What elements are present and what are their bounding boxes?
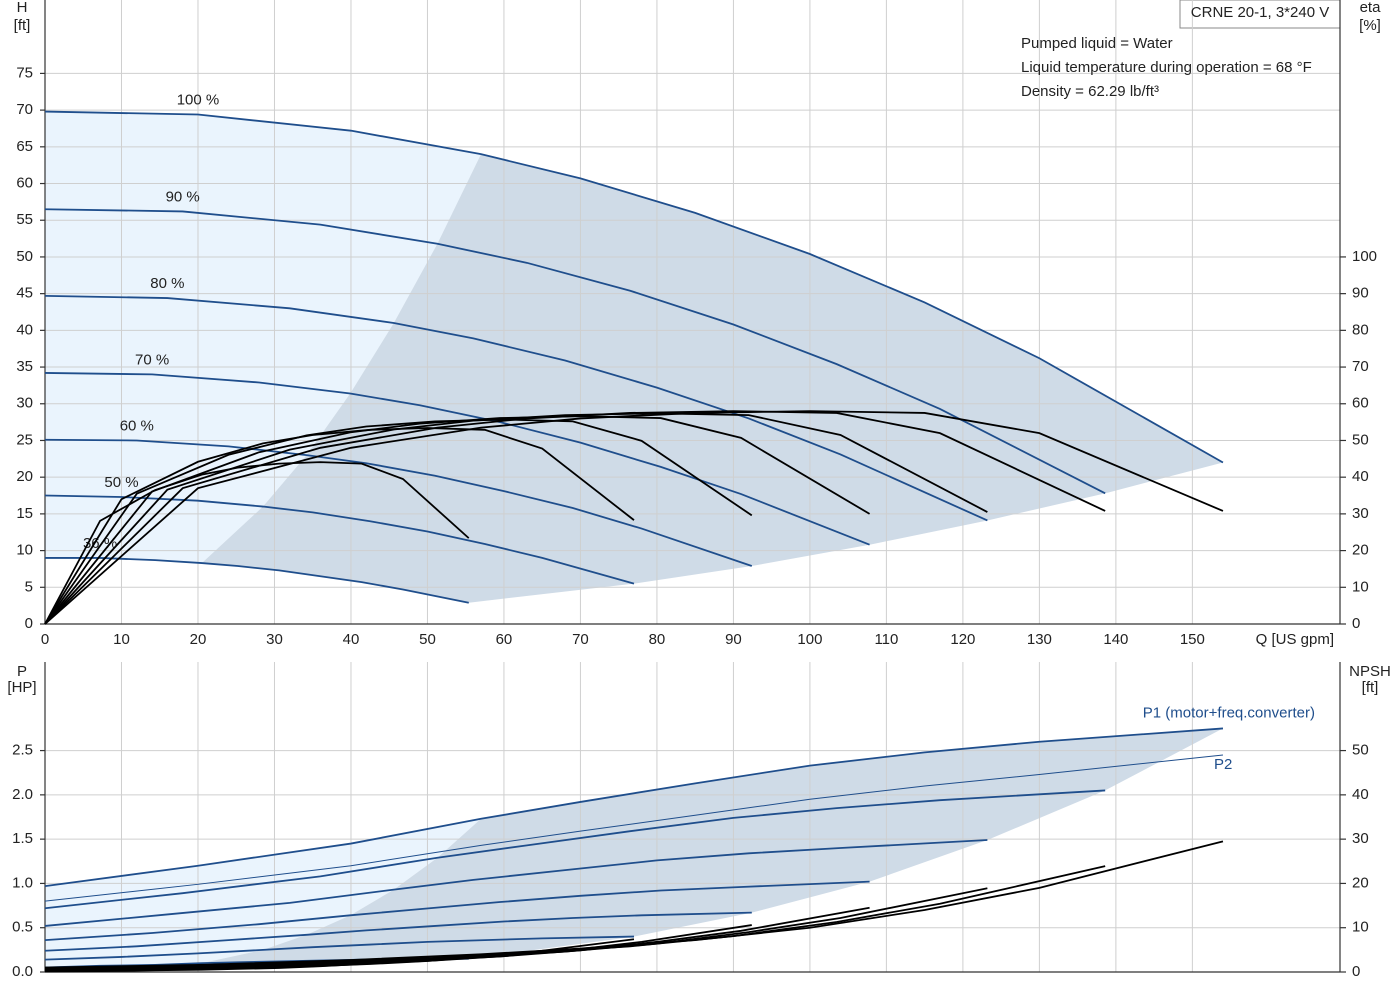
y2-tick-label: 10: [1352, 919, 1369, 936]
y-tick-label: 75: [16, 64, 33, 81]
y-tick-label: 2.0: [12, 786, 33, 803]
y2-tick-label: 40: [1352, 468, 1369, 485]
primary-curve: [44, 911, 752, 952]
curve-label: 70 %: [135, 351, 169, 368]
y-tick-label: 45: [16, 285, 33, 302]
secondary-curve: [44, 461, 470, 625]
y2-tick-label: 20: [1352, 542, 1369, 559]
primary-curve: [44, 880, 870, 942]
x-tick-label: 130: [1027, 631, 1052, 648]
y2-tick-label: 80: [1352, 321, 1369, 338]
x-tick-label: 140: [1103, 631, 1128, 648]
secondary-curve: [44, 427, 635, 625]
y-tick-label: 1.5: [12, 830, 33, 847]
operating-region: [201, 728, 1223, 964]
model-label: CRNE 20-1, 3*240 V: [1191, 4, 1329, 21]
primary-curve: [44, 110, 1224, 464]
primary-curve: [44, 208, 1106, 495]
x-tick-label: 20: [190, 631, 207, 648]
x-axis-label: Q [US gpm]: [1256, 631, 1334, 648]
x-tick-label: 60: [496, 631, 513, 648]
curve-label: P1 (motor+freq.converter): [1143, 704, 1315, 721]
primary-curve: [44, 839, 988, 927]
y2-tick-label: 50: [1352, 742, 1369, 759]
y2-axis-unit: [%]: [1359, 17, 1381, 34]
y2-tick-label: 60: [1352, 395, 1369, 412]
y2-tick-label: 100: [1352, 248, 1377, 265]
curve-label: 60 %: [120, 417, 154, 434]
x-tick-label: 90: [725, 631, 742, 648]
info-text: Density = 62.29 lb/ft³: [1021, 83, 1159, 100]
x-tick-label: 30: [266, 631, 283, 648]
primary-curve: [44, 727, 1224, 887]
y2-axis-label: NPSH: [1349, 663, 1391, 680]
y2-axis-unit: [ft]: [1362, 679, 1379, 696]
y-tick-label: 20: [16, 468, 33, 485]
y-tick-label: 1.0: [12, 874, 33, 891]
y2-tick-label: 10: [1352, 578, 1369, 595]
x-tick-label: 120: [950, 631, 975, 648]
x-tick-label: 40: [343, 631, 360, 648]
y-tick-label: 5: [25, 578, 33, 595]
y-tick-label: 50: [16, 248, 33, 265]
primary-curve: [44, 789, 1106, 910]
x-tick-label: 150: [1180, 631, 1205, 648]
y-tick-label: 70: [16, 101, 33, 118]
y-tick-label: 55: [16, 211, 33, 228]
primary-curve: [45, 557, 469, 604]
info-text: Liquid temperature during operation = 68…: [1021, 59, 1312, 76]
y2-tick-label: 0: [1352, 963, 1360, 980]
x-tick-label: 110: [874, 631, 898, 648]
primary-curve: [44, 754, 1224, 902]
y2-tick-label: 0: [1352, 615, 1360, 632]
low-flow-region: [45, 818, 482, 968]
y2-tick-label: 30: [1352, 830, 1369, 847]
y2-tick-label: 40: [1352, 786, 1369, 803]
x-tick-label: 0: [41, 631, 49, 648]
x-tick-label: 10: [113, 631, 130, 648]
y-tick-label: 0.5: [12, 919, 33, 936]
curve-label: 90 %: [166, 188, 200, 205]
x-tick-label: 50: [419, 631, 436, 648]
y2-tick-label: 20: [1352, 874, 1369, 891]
y-tick-label: 60: [16, 174, 33, 191]
curve-label: P2: [1214, 756, 1232, 773]
x-tick-label: 100: [797, 631, 822, 648]
y2-tick-label: 70: [1352, 358, 1369, 375]
curve-label: 50 %: [104, 474, 138, 491]
y-tick-label: 15: [16, 505, 33, 522]
x-tick-label: 70: [572, 631, 589, 648]
y-axis-unit: [ft]: [14, 17, 31, 34]
curve-label: 100 %: [177, 91, 220, 108]
primary-curve: [44, 935, 635, 961]
primary-curve: [44, 294, 988, 522]
y2-axis-label: eta: [1360, 0, 1382, 16]
info-text: Pumped liquid = Water: [1021, 35, 1173, 52]
y2-tick-label: 50: [1352, 431, 1369, 448]
y-axis-label: H: [17, 0, 28, 16]
x-tick-label: 80: [649, 631, 666, 648]
y-tick-label: 65: [16, 138, 33, 155]
curve-label: 80 %: [150, 275, 184, 292]
y-tick-label: 10: [16, 542, 33, 559]
operating-region: [201, 154, 1223, 603]
y-tick-label: 30: [16, 395, 33, 412]
y-tick-label: 0: [25, 615, 33, 632]
y-tick-label: 25: [16, 431, 33, 448]
y-axis-unit: [HP]: [7, 679, 36, 696]
secondary-curve: [44, 410, 1224, 625]
primary-curve: [44, 438, 753, 567]
secondary-curve: [44, 418, 753, 625]
model-box: [1179, 0, 1341, 29]
y2-tick-label: 30: [1352, 505, 1369, 522]
low-flow-region: [45, 111, 482, 564]
y-axis-label: P: [17, 663, 27, 680]
secondary-curve: [44, 954, 469, 973]
y2-tick-label: 90: [1352, 285, 1369, 302]
y-tick-label: 40: [16, 321, 33, 338]
y-tick-label: 2.5: [12, 742, 33, 759]
y-tick-label: 35: [16, 358, 33, 375]
y-tick-label: 0.0: [12, 963, 33, 980]
